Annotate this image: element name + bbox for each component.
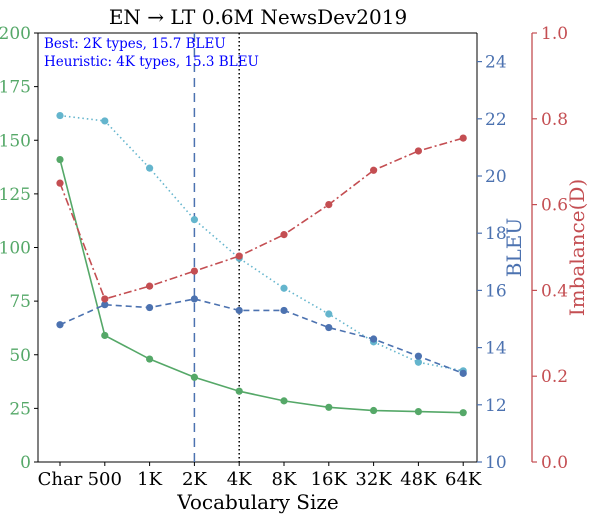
imbalance-axis-label: Imbalance(D) — [565, 179, 589, 316]
annotation-heuristic: Heuristic: 4K types, 15.3 BLEU — [44, 54, 259, 70]
x-axis-label: Vocabulary Size — [176, 490, 338, 514]
x-tick-label-8: 48K — [400, 469, 437, 490]
series-2-point-5 — [280, 306, 288, 315]
x-tick-label-3: 2K — [182, 469, 207, 490]
left-axis: 0 25 50 75 100 125 150 175 200 — [0, 24, 38, 473]
series-line-2 — [59, 298, 464, 375]
bleu-tick-label-7: 24 — [485, 53, 507, 73]
left-tick-label-4: 100 — [0, 239, 31, 259]
x-tick-label-5: 8K — [272, 469, 297, 490]
series-1-point-6 — [325, 310, 333, 318]
series-2-point-9 — [459, 369, 467, 377]
left-tick-label-3: 75 — [9, 292, 31, 312]
chart-title: EN → LT 0.6M NewsDev2019 — [109, 5, 407, 29]
bleu-tick-label-1: 12 — [485, 396, 507, 416]
bleu-tick-label-6: 22 — [485, 110, 507, 130]
series-0-point-6 — [325, 403, 333, 411]
series-3-point-0 — [56, 179, 64, 187]
series-2-point-6 — [325, 323, 333, 332]
series-2-point-3 — [190, 295, 198, 303]
series-0-point-8 — [414, 407, 422, 416]
series-1-point-5 — [280, 284, 288, 292]
series-1-point-3 — [190, 216, 198, 224]
series-line-1 — [59, 114, 464, 372]
x-axis: Char 500 1K 2K 4K 8K 16K 32K 48K 64K — [38, 462, 482, 490]
series-line-3 — [59, 137, 464, 300]
series-3-point-5 — [280, 231, 288, 239]
series-3-point-1 — [101, 295, 109, 303]
series-1-point-0 — [56, 111, 64, 120]
imbalance-tick-label-1: 0.2 — [541, 367, 568, 387]
series-3-point-6 — [325, 201, 333, 209]
bleu-axis: 10 12 14 16 18 20 22 24 — [477, 53, 507, 473]
annotation-best: Best: 2K types, 15.7 BLEU — [44, 36, 226, 52]
series-2-point-0 — [56, 321, 64, 329]
series-3-point-3 — [190, 267, 198, 275]
series-0-point-0 — [56, 155, 64, 164]
x-tick-label-6: 16K — [311, 469, 348, 490]
series-2-point-1 — [101, 301, 109, 309]
left-tick-label-6: 150 — [0, 131, 31, 151]
series-1-point-8 — [414, 358, 422, 366]
imbalance-tick-label-4: 0.8 — [541, 110, 568, 130]
plot-area — [37, 32, 478, 463]
series-0-point-2 — [146, 355, 154, 363]
left-tick-label-8: 200 — [0, 24, 31, 44]
series-3-point-7 — [370, 166, 378, 174]
imbalance-tick-label-3: 0.6 — [541, 196, 568, 216]
series-0-point-1 — [101, 331, 109, 340]
bleu-tick-label-4: 18 — [485, 224, 507, 244]
series-2-point-7 — [370, 335, 378, 343]
x-tick-label-0: Char — [38, 469, 83, 490]
left-tick-label-1: 25 — [9, 399, 31, 419]
series-line-0 — [59, 159, 464, 414]
x-tick-label-9: 64K — [445, 469, 482, 490]
series-1-point-2 — [146, 164, 154, 172]
bleu-tick-label-2: 14 — [485, 339, 507, 359]
series-1-point-1 — [101, 117, 109, 125]
left-tick-label-5: 125 — [0, 185, 31, 205]
x-tick-label-2: 1K — [137, 469, 162, 490]
imbalance-tick-label-5: 1.0 — [541, 24, 568, 44]
imbalance-axis: 0.0 0.2 0.4 0.6 0.8 1.0 — [531, 24, 568, 473]
series-3-point-2 — [146, 282, 154, 290]
bleu-tick-label-5: 20 — [485, 167, 507, 187]
series-0-point-5 — [280, 397, 288, 405]
series-3-point-8 — [414, 147, 422, 155]
left-tick-label-7: 175 — [0, 78, 31, 98]
series-0-point-4 — [235, 387, 243, 395]
series-2-point-2 — [146, 303, 154, 312]
bleu-axis-label: BLEU — [502, 218, 526, 277]
imbalance-tick-label-0: 0.0 — [541, 453, 568, 473]
series-0-point-9 — [459, 409, 467, 417]
left-tick-label-0: 0 — [20, 453, 31, 473]
x-tick-label-4: 4K — [227, 469, 252, 490]
series-0-point-3 — [190, 373, 198, 381]
series-3-point-4 — [235, 252, 243, 260]
x-tick-label-1: 500 — [88, 469, 122, 490]
series-3-point-9 — [459, 134, 467, 142]
series-0-point-7 — [370, 406, 378, 415]
x-tick-label-7: 32K — [355, 469, 392, 490]
series-2-point-8 — [414, 352, 422, 360]
imbalance-tick-label-2: 0.4 — [541, 281, 568, 301]
bleu-tick-label-3: 16 — [485, 281, 507, 301]
left-tick-label-2: 50 — [9, 346, 31, 366]
series-2-point-4 — [235, 306, 243, 315]
bleu-tick-label-0: 10 — [485, 453, 507, 473]
